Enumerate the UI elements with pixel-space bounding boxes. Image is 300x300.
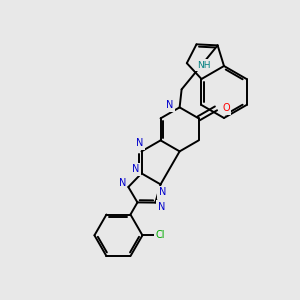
Text: N: N [158, 202, 165, 212]
Text: N: N [166, 100, 173, 110]
Text: N: N [132, 164, 139, 174]
Text: N: N [159, 188, 166, 197]
Text: O: O [222, 103, 230, 113]
Text: N: N [118, 178, 126, 188]
Text: N: N [136, 138, 143, 148]
Text: NH: NH [197, 61, 210, 70]
Text: Cl: Cl [156, 230, 165, 240]
